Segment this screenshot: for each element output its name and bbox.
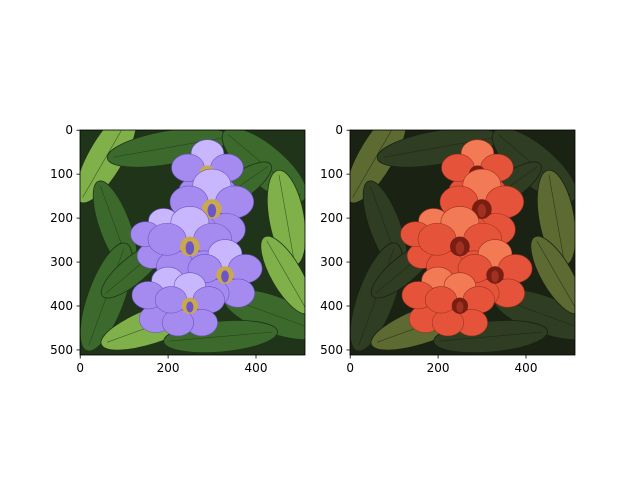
y-tick-label: 0	[65, 123, 73, 137]
axes-frame	[79, 129, 306, 356]
axes-frame	[349, 129, 576, 356]
petal	[485, 185, 525, 219]
petal	[498, 254, 533, 284]
leaf-vein	[266, 240, 305, 308]
y-tick-label: 100	[320, 167, 343, 181]
y-tick-label: 500	[50, 343, 73, 357]
image-area	[80, 130, 305, 355]
x-tick-label: 200	[157, 361, 180, 375]
flower-throat	[186, 301, 194, 313]
flower-blossom	[424, 272, 495, 337]
leaf-vein	[169, 331, 272, 342]
flower-throat	[221, 270, 229, 283]
flower-throat	[456, 301, 464, 313]
y-tick-label: 400	[320, 299, 343, 313]
y-tick-label: 300	[50, 255, 73, 269]
flower-throat	[491, 270, 499, 283]
leaf-vein	[439, 331, 542, 342]
leaf-vein	[352, 130, 392, 198]
x-tick-label: 400	[515, 361, 538, 375]
flower-throat	[455, 241, 465, 255]
y-tick-label: 100	[50, 167, 73, 181]
flower-blossom	[154, 272, 225, 337]
y-tick-label: 200	[50, 211, 73, 225]
y-tick-label: 500	[320, 343, 343, 357]
x-tick-label: 400	[245, 361, 268, 375]
y-tick-label: 300	[320, 255, 343, 269]
x-tick-label: 0	[76, 361, 84, 375]
leaf-vein	[536, 240, 575, 308]
y-tick-label: 400	[50, 299, 73, 313]
x-tick-label: 0	[346, 361, 354, 375]
petal	[154, 286, 188, 314]
flower-throat	[477, 203, 487, 218]
petal	[417, 222, 457, 256]
flower-throat	[207, 203, 217, 218]
leaf-vein	[548, 174, 565, 261]
petal	[147, 222, 187, 256]
left-panel: 0 200 400 0 100 200 300 400 500	[50, 123, 306, 375]
leaf-vein	[82, 130, 122, 198]
right-panel: 0 200 400 0 100 200 300 400 500	[320, 123, 576, 375]
image-area	[350, 130, 575, 355]
y-tick-label: 200	[320, 211, 343, 225]
petal	[424, 286, 458, 314]
petal	[462, 286, 495, 314]
petal	[228, 254, 263, 284]
flower-throat	[185, 241, 195, 255]
x-tick-label: 200	[427, 361, 450, 375]
petal	[192, 286, 225, 314]
y-tick-label: 0	[335, 123, 343, 137]
petal	[215, 185, 255, 219]
leaf-vein	[278, 174, 295, 261]
